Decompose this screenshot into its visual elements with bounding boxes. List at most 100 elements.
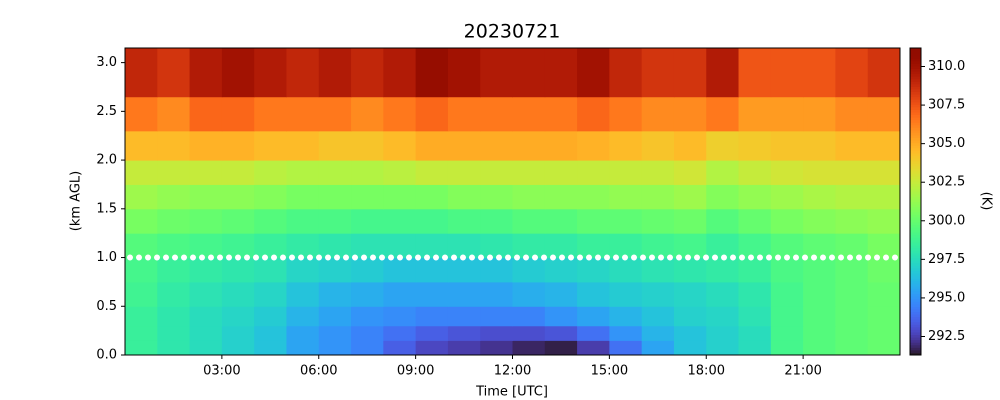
- heatmap-cell: [189, 96, 223, 132]
- heatmap-cell: [189, 130, 223, 161]
- heatmap-cell: [157, 130, 191, 161]
- heatmap-cell: [125, 160, 158, 185]
- heatmap-cell: [544, 160, 578, 185]
- heatmap-cell: [512, 325, 546, 341]
- heatmap-cell: [706, 233, 740, 259]
- colorbar-segment: [910, 124, 921, 128]
- heatmap-cell: [480, 96, 513, 132]
- heatmap-cell: [512, 130, 546, 161]
- heatmap-cell: [447, 48, 481, 98]
- heatmap-cell: [512, 48, 546, 98]
- heatmap-cell: [189, 257, 223, 283]
- heatmap-cell: [447, 306, 481, 327]
- heatmap-cell: [835, 48, 869, 98]
- heatmap-cell: [609, 160, 643, 185]
- heatmap-cell: [738, 257, 772, 283]
- heatmap-cell: [738, 325, 772, 341]
- colorbar-segment: [910, 260, 921, 264]
- heatmap-cell: [609, 184, 643, 210]
- heatmap-cell: [221, 96, 255, 132]
- heatmap-cell: [447, 184, 481, 210]
- heatmap-cell: [641, 96, 675, 132]
- heatmap-cell: [512, 160, 546, 185]
- heatmap-cell: [706, 257, 740, 283]
- heatmap-cell: [254, 257, 287, 283]
- colorbar-segment: [910, 324, 921, 328]
- heatmap-cell: [609, 325, 643, 341]
- colorbar-frame: [909, 47, 922, 356]
- colorbar-segment: [910, 214, 921, 218]
- x-tick-label: 09:00: [397, 364, 434, 379]
- heatmap-cell: [415, 160, 449, 185]
- heatmap-cell: [544, 96, 578, 132]
- heatmap-cell: [770, 281, 804, 307]
- colorbar-segment: [910, 73, 921, 77]
- heatmap-cell: [351, 281, 384, 307]
- heatmap-cell: [351, 233, 384, 259]
- heatmap-cell: [641, 184, 675, 210]
- colorbar-segment: [910, 117, 921, 121]
- colorbar-segment: [910, 134, 921, 139]
- heatmap-cell: [577, 233, 610, 259]
- heatmap-cell: [125, 257, 158, 283]
- colorbar-segment: [910, 68, 921, 72]
- heatmap-cell: [480, 281, 513, 307]
- heatmap-cell: [447, 96, 481, 132]
- colorbar-segment: [910, 142, 921, 146]
- heatmap-cell: [447, 130, 481, 161]
- colorbar-label: (K): [979, 192, 994, 211]
- heatmap-cell: [286, 208, 320, 234]
- heatmap-cell: [383, 208, 417, 234]
- colorbar-segment: [910, 293, 921, 297]
- colorbar-tick-label: 305.0: [928, 136, 965, 151]
- heatmap-cell: [577, 160, 610, 185]
- heatmap-cell: [286, 48, 320, 98]
- heatmap-cell: [415, 281, 449, 307]
- colorbar-segment: [910, 303, 921, 307]
- heatmap-cell: [770, 325, 804, 341]
- heatmap-cell: [706, 325, 740, 341]
- heatmap-cell: [480, 340, 513, 356]
- heatmap-cell: [867, 48, 901, 98]
- heatmap-cell: [480, 184, 513, 210]
- heatmap-cell: [415, 306, 449, 327]
- colorbar-segment: [910, 152, 921, 156]
- heatmap-cell: [544, 48, 578, 98]
- heatmap-cell: [770, 340, 804, 356]
- colorbar-segment: [910, 314, 921, 318]
- heatmap-cell: [221, 208, 255, 234]
- heatmap-cell: [221, 160, 255, 185]
- chart-title: 20230721: [464, 21, 561, 43]
- colorbar-segment: [910, 101, 921, 105]
- heatmap-cell: [318, 130, 352, 161]
- heatmap-cell: [803, 233, 836, 259]
- colorbar-tick-label: 295.0: [928, 290, 965, 305]
- heatmap-cell: [641, 340, 675, 356]
- colorbar-segment: [910, 140, 921, 144]
- heatmap-cell: [189, 208, 223, 234]
- heatmap-cell: [738, 340, 772, 356]
- y-tick-label: 3.0: [96, 55, 117, 70]
- heatmap-cell: [803, 160, 836, 185]
- heatmap-cell: [415, 233, 449, 259]
- colorbar-segment: [910, 86, 921, 90]
- heatmap-cell: [706, 306, 740, 327]
- heatmap-cell: [609, 257, 643, 283]
- colorbar-segment: [910, 229, 921, 233]
- colorbar-segment: [910, 296, 921, 300]
- heatmap-cell: [447, 208, 481, 234]
- heatmap-cell: [254, 96, 287, 132]
- colorbar-segment: [910, 224, 921, 228]
- heatmap-cell: [835, 306, 869, 327]
- heatmap-cell: [157, 325, 191, 341]
- colorbar-segment: [910, 178, 921, 182]
- heatmap-cell: [770, 130, 804, 161]
- heatmap-cell: [254, 306, 287, 327]
- heatmap-cell: [609, 48, 643, 98]
- colorbar-segment: [910, 78, 921, 82]
- heatmap-cell: [125, 281, 158, 307]
- heatmap-cell: [383, 281, 417, 307]
- colorbar-segment: [910, 278, 921, 282]
- colorbar-segment: [910, 181, 921, 185]
